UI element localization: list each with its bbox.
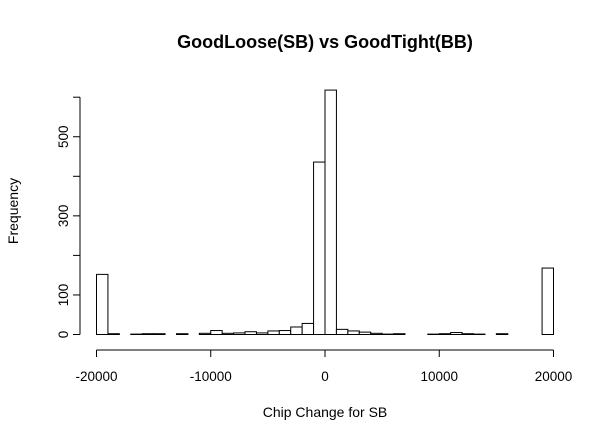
histogram-bar-26 <box>393 333 406 336</box>
histogram-bar-23 <box>358 331 372 336</box>
histogram-bar-30 <box>438 333 452 336</box>
histogram-bar-5 <box>153 333 166 336</box>
chart-title: GoodLoose(SB) vs GoodTight(BB) <box>177 32 473 52</box>
histogram-bar-15 <box>267 330 280 335</box>
histogram-bar-35 <box>495 333 509 336</box>
histogram-bar-4 <box>141 333 155 336</box>
histogram-bar-9 <box>198 332 212 336</box>
x-tick-label-3: 10000 <box>420 369 458 384</box>
y-axis: 0 100 300 500 <box>56 96 81 339</box>
y-tick-label-3: 500 <box>56 125 71 148</box>
histogram-bar-21 <box>335 328 349 335</box>
histogram-bar-18 <box>301 322 315 335</box>
histogram-bar-32 <box>461 333 475 336</box>
y-tick-label-0: 0 <box>56 331 71 339</box>
histogram-bar-12 <box>233 332 246 335</box>
x-tick-label-0: -20000 <box>75 369 117 384</box>
histogram-bar-1 <box>107 333 120 336</box>
histogram-bar-22 <box>347 330 360 335</box>
y-tick-label-2: 300 <box>56 205 71 228</box>
histogram-bar-39 <box>541 267 555 335</box>
histogram-bar-10 <box>210 330 223 336</box>
x-tick-label-2: 0 <box>321 369 329 384</box>
y-tick-label-1: 100 <box>56 284 71 307</box>
histogram-bar-7 <box>175 333 189 336</box>
histogram-bar-17 <box>290 326 303 336</box>
histogram-bar-31 <box>450 332 463 335</box>
histogram-bar-0 <box>96 273 109 336</box>
x-tick-label-4: 20000 <box>535 369 573 384</box>
histogram-bar-24 <box>370 332 383 336</box>
histogram-bar-20 <box>324 89 337 336</box>
histogram-bar-13 <box>244 331 257 336</box>
histogram-bar-16 <box>278 330 292 336</box>
x-axis-label: Chip Change for SB <box>263 404 388 420</box>
x-axis: -20000 -10000 0 10000 20000 <box>75 349 573 384</box>
y-axis-label: Frequency <box>5 178 21 244</box>
histogram-bar-19 <box>313 161 326 335</box>
histogram-bar-11 <box>221 332 235 336</box>
histogram-bar-14 <box>255 332 269 335</box>
histogram-bars <box>96 89 555 336</box>
x-tick-label-1: -10000 <box>190 369 232 384</box>
